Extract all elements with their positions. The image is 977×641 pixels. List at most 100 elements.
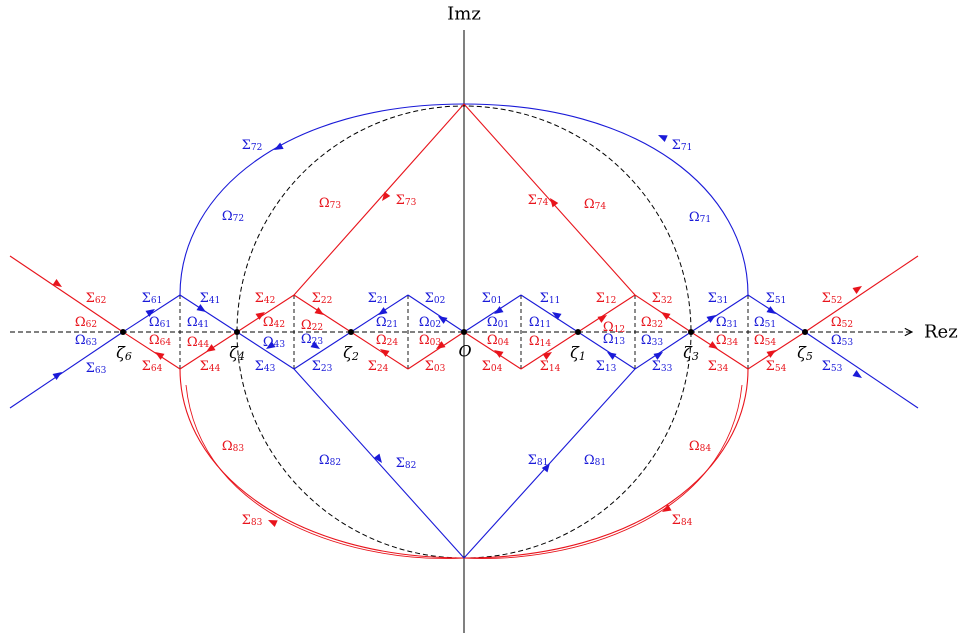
label-symbol: Ω [831, 333, 842, 348]
label-s31: Σ31 [708, 291, 729, 307]
label-s73: Σ73 [396, 193, 417, 209]
label-subscript: 22 [312, 323, 323, 333]
label-subscript: 84 [700, 444, 712, 454]
dashed-layer [10, 30, 912, 633]
point-label-5: ζ5 [797, 343, 813, 363]
label-symbol: Σ [425, 359, 434, 374]
lower-contour-8 [577, 331, 636, 370]
point-label-2: ζ2 [343, 343, 359, 363]
point-2 [348, 329, 354, 335]
arrow-sigma11 [552, 312, 562, 320]
arrow-sigma23 [310, 341, 320, 349]
arrow-sigma72 [274, 142, 284, 150]
label-s74: Σ74 [528, 193, 549, 209]
arrow-sigma82 [373, 453, 382, 463]
label-subscript: 34 [727, 338, 739, 348]
label-s84: Σ84 [672, 513, 693, 529]
label-subscript: 51 [775, 296, 786, 306]
label-symbol: Ω [641, 315, 652, 330]
label-symbol: Σ [708, 291, 717, 306]
label-o84: Ω84 [689, 439, 712, 455]
upper-contour-6 [463, 294, 522, 333]
arrow-sigma52 [852, 286, 862, 295]
label-symbol: Σ [482, 359, 491, 374]
label-symbol: Σ [540, 359, 549, 374]
label-subscript: 01 [491, 296, 502, 306]
label-subscript: 73 [405, 198, 417, 208]
label-symbol: Σ [368, 359, 377, 374]
label-symbol: Ω [584, 197, 595, 212]
lower-contour-9 [634, 331, 692, 370]
label-s02: Σ02 [425, 291, 446, 307]
label-symbol: ζ [116, 343, 126, 362]
arrow-sigma43 [266, 341, 276, 349]
label-symbol: Σ [142, 359, 151, 374]
label-subscript: 32 [661, 296, 672, 306]
label-subscript: 53 [831, 364, 843, 374]
arrow-sigma01 [494, 306, 504, 314]
label-subscript: 41 [198, 320, 209, 330]
label-o53: Ω53 [831, 333, 854, 349]
label-subscript: 24 [377, 364, 389, 374]
label-o73: Ω73 [319, 196, 342, 212]
label-subscript: 04 [491, 364, 503, 374]
label-subscript: 23 [321, 364, 333, 374]
label-o41: Ω41 [187, 315, 209, 331]
label-s54: Σ54 [766, 359, 787, 375]
label-subscript: 41 [209, 296, 220, 306]
label-subscript: 82 [330, 458, 341, 468]
label-subscript: 04 [498, 338, 510, 348]
label-symbol: Ω [529, 334, 540, 349]
label-s82: Σ82 [396, 456, 417, 472]
arrow-sigma04 [494, 350, 504, 358]
arrow-sigma14 [542, 352, 552, 360]
label-s83: Σ83 [242, 513, 263, 529]
label-subscript: 42 [264, 296, 275, 306]
arrow-sigma24 [380, 349, 390, 357]
label-subscript: 33 [652, 338, 664, 348]
label-subscript: 4 [237, 350, 245, 363]
label-symbol: Σ [396, 193, 405, 208]
label-subscript: 52 [842, 320, 853, 330]
label-subscript: 62 [86, 320, 97, 330]
label-subscript: 52 [831, 296, 842, 306]
label-symbol: Σ [312, 291, 321, 306]
label-symbol: Σ [255, 359, 264, 374]
ray-sigma63 [9, 331, 124, 409]
label-o42: Ω42 [263, 315, 285, 331]
label-subscript: 12 [605, 296, 616, 306]
label-s42: Σ42 [255, 291, 276, 307]
label-o74: Ω74 [584, 197, 607, 213]
arrow-sigma21 [378, 307, 388, 315]
label-o12: Ω12 [603, 320, 625, 336]
label-subscript: 63 [95, 366, 107, 376]
label-s81: Σ81 [528, 453, 549, 469]
point-3 [461, 329, 467, 335]
arrow-sigma42 [255, 312, 265, 320]
label-symbol: Σ [766, 359, 775, 374]
label-subscript: 54 [765, 338, 777, 348]
label-subscript: 61 [160, 320, 171, 330]
label-subscript: 74 [595, 202, 607, 212]
label-subscript: 1 [579, 350, 586, 363]
label-subscript: 02 [430, 320, 441, 330]
label-subscript: 43 [264, 364, 276, 374]
arrow-sigma13 [607, 352, 617, 360]
label-symbol: ζ [683, 343, 693, 362]
lower-contour-5 [407, 331, 465, 370]
label-symbol: Ω [75, 315, 86, 330]
lower-contour-3 [293, 331, 352, 370]
label-symbol: Σ [652, 359, 661, 374]
arrow-sigma61 [145, 309, 155, 317]
lower-contour-11 [747, 331, 806, 370]
label-subscript: 62 [95, 296, 106, 306]
arrow-sigma64 [155, 352, 165, 360]
arrow-sigma73 [382, 191, 391, 201]
point-0 [120, 329, 126, 335]
label-symbol: Ω [487, 333, 498, 348]
label-symbol: Ω [716, 315, 727, 330]
label-subscript: 84 [681, 518, 693, 528]
label-o33: Ω33 [641, 333, 664, 349]
label-symbol: Ω [716, 333, 727, 348]
label-o44: Ω44 [187, 335, 210, 351]
